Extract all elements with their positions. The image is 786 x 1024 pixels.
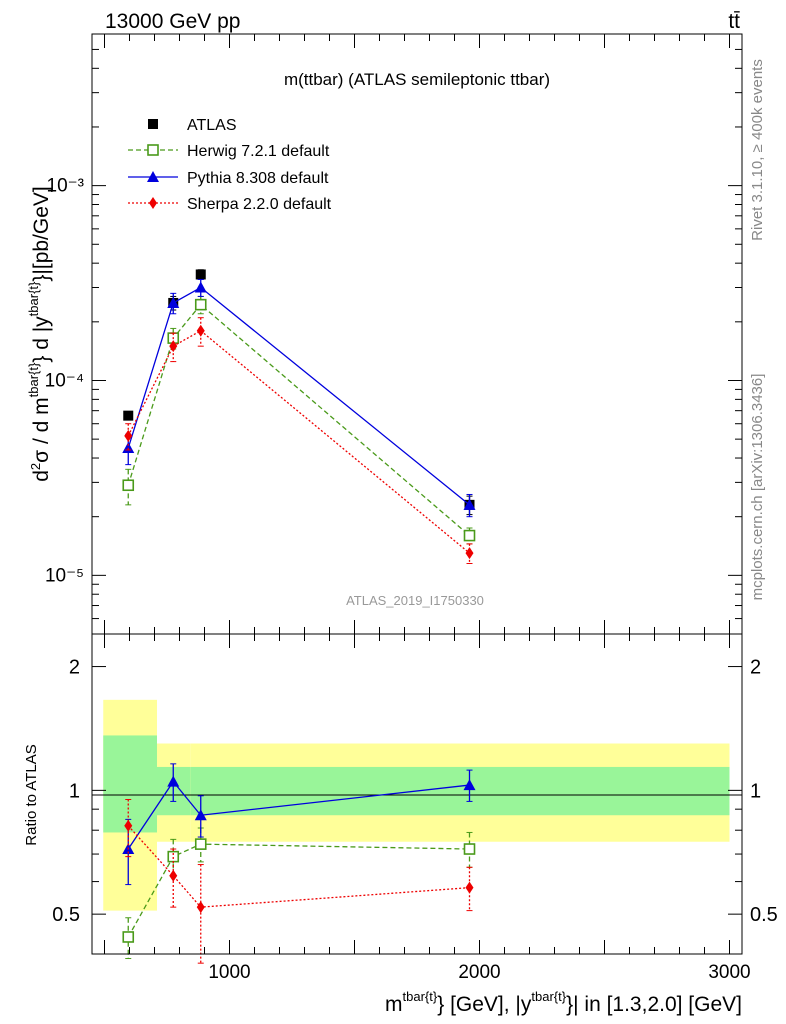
data-point (195, 269, 206, 280)
main-plot-panel: 10⁻⁵ 10⁻⁴ 10⁻³ (45, 33, 743, 635)
ratio-y-tick-label: 1 (750, 780, 761, 802)
side-label-rivet: Rivet 3.1.10, ≥ 400k events (749, 59, 766, 241)
ratio-series-layer (122, 763, 476, 964)
data-point (123, 410, 134, 421)
legend-label: Pythia 8.308 default (187, 170, 329, 187)
ratio-plot-frame (91, 633, 743, 955)
ratio-y-tick-label: 1 (69, 780, 80, 802)
ratio-data-point (463, 779, 476, 791)
legend-marker (147, 171, 159, 182)
y-tick-label: 10⁻⁴ (45, 370, 84, 391)
ratio-x-tick-label: 2000 (458, 962, 500, 983)
ratio-data-point (124, 819, 133, 832)
main-series-layer (122, 269, 476, 565)
ratio-y-axis-label: Ratio to ATLAS (23, 744, 40, 845)
legend-marker (148, 119, 158, 129)
ratio-y-tick-label: 2 (750, 657, 761, 679)
ratio-band-inner (190, 766, 730, 816)
ratio-y-tick-label: 2 (69, 657, 80, 679)
legend: ATLAS Herwig 7.2.1 default Pythia 8.308 de… (128, 117, 332, 213)
data-point (196, 324, 205, 337)
svg-text:mtbar{t}} [GeV], |ytbar{t}}| i: mtbar{t}} [GeV], |ytbar{t}}| in [1.3,2.0… (385, 989, 742, 1016)
y-tick-label: 10⁻³ (47, 176, 85, 197)
side-label-source: mcplots.cern.ch [arXiv:1306.3436] (749, 374, 766, 601)
ratio-data-point (169, 869, 178, 882)
ratio-x-tick-label: 1000 (208, 962, 250, 983)
ratio-series-herwig (122, 827, 476, 960)
data-point (124, 429, 133, 442)
series-line (127, 329, 470, 554)
legend-label: ATLAS (187, 117, 237, 134)
main-title: m(ttbar) (ATLAS semileptonic ttbar) (284, 70, 550, 89)
ratio-data-point (463, 843, 476, 855)
svg-text:d2σ / d mtbar{t}} d |ytbar{t}}: d2σ / d mtbar{t}} d |ytbar{t}}|[pb/GeV] (26, 186, 53, 482)
main-watermark: ATLAS_2019_I1750330 (346, 593, 484, 608)
ratio-series-sherpa (124, 799, 474, 964)
ratio-bands (103, 699, 730, 911)
data-point (194, 281, 207, 293)
ratio-data-point (194, 838, 207, 850)
series-pythia (122, 278, 476, 518)
legend-label: Herwig 7.2.1 default (187, 143, 330, 160)
data-point (122, 479, 135, 492)
ratio-band-inner (103, 735, 157, 833)
ratio-data-point (465, 881, 474, 894)
ratio-x-tick-label: 3000 (708, 962, 750, 983)
legend-marker (147, 144, 159, 156)
ratio-plot-panel: 0.5 0.5 1 1 2 2 1000 2000 3000 (52, 633, 778, 983)
header-left: 13000 GeV pp (105, 10, 240, 33)
data-point (169, 340, 178, 353)
ratio-y-tick-label: 0.5 (750, 904, 778, 926)
ratio-data-point (194, 809, 207, 821)
data-point (167, 296, 180, 308)
legend-label: Sherpa 2.2.0 default (187, 196, 332, 213)
data-point (194, 298, 207, 311)
series-line (127, 286, 470, 506)
data-point (465, 547, 474, 560)
ratio-x-axis-label: mtbar{t}} [GeV], |ytbar{t}}| in [1.3,2.0… (385, 989, 742, 1016)
data-point (122, 442, 135, 454)
main-y-ticks: 10⁻⁵ 10⁻⁴ 10⁻³ (45, 33, 742, 634)
y-tick-label: 10⁻⁵ (45, 565, 84, 586)
ratio-series-line (127, 843, 470, 938)
ratio-ticks: 0.5 0.5 1 1 2 2 1000 2000 3000 (52, 634, 778, 983)
ratio-y-tick-label: 0.5 (52, 904, 80, 926)
ratio-series-line (127, 780, 470, 850)
ratio-data-point (167, 775, 180, 787)
data-point (463, 529, 476, 542)
series-line (127, 303, 470, 537)
header-right: tt̄ (728, 10, 740, 33)
series-sherpa (124, 317, 474, 565)
ratio-series-line (127, 825, 470, 908)
ratio-data-point (122, 931, 135, 943)
legend-marker (149, 197, 157, 209)
data-point (463, 498, 476, 510)
main-y-axis-label: d2σ / d mtbar{t}} d |ytbar{t}}|[pb/GeV] (26, 186, 53, 482)
ratio-data-point (196, 901, 205, 914)
